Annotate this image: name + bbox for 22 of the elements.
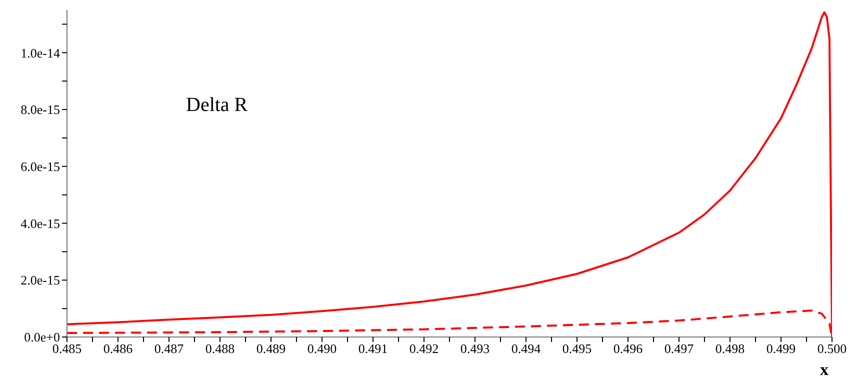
x-tick-label: 0.490: [307, 341, 337, 356]
x-tick-label: 0.494: [511, 341, 542, 356]
annotation: Delta R: [186, 94, 248, 117]
x-tick-label: 0.498: [715, 341, 745, 356]
x-tick-label: 0.495: [562, 341, 592, 356]
x-tick-label: 0.500: [817, 341, 847, 356]
x-tick-label: 0.487: [154, 341, 184, 356]
x-tick-label: 0.489: [256, 341, 286, 356]
y-tick-label: 8.0e-15: [20, 102, 60, 118]
x-tick-label: 0.488: [205, 341, 235, 356]
x-tick-label: 0.486: [103, 341, 134, 356]
y-tick-label: 6.0e-15: [20, 159, 60, 174]
x-tick-label: 0.492: [409, 341, 439, 356]
y-tick-label: 1.0e-14: [20, 45, 60, 60]
x-tick-label: 0.499: [766, 341, 796, 356]
x-tick-label: 0.491: [358, 341, 388, 356]
y-tick-label: 2.0e-15: [20, 272, 60, 288]
x-tick-label: 0.496: [613, 341, 644, 356]
y-tick-label: 4.0e-15: [20, 216, 60, 231]
x-tick-label: 0.497: [664, 341, 694, 356]
x-axis-title: x: [820, 360, 828, 380]
x-tick-label: 0.493: [460, 341, 490, 356]
